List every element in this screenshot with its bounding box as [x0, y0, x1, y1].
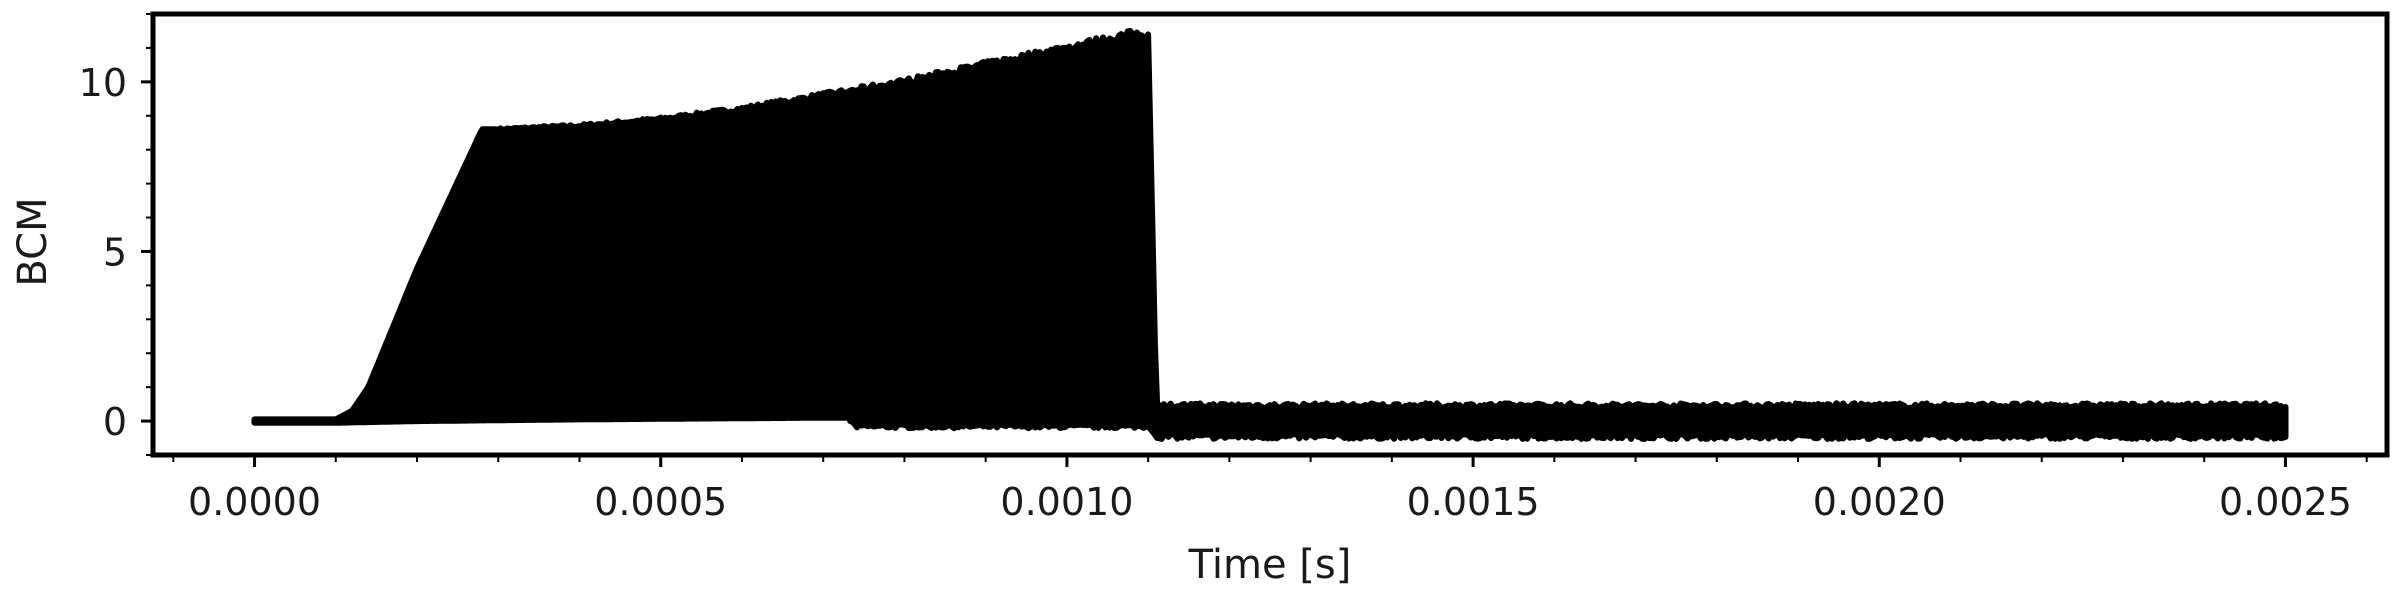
x-tick-label: 0.0000 [188, 480, 321, 524]
x-tick-label: 0.0020 [1813, 480, 1946, 524]
y-axis-label: BCM [10, 197, 56, 286]
x-tick-label: 0.0005 [594, 480, 727, 524]
signal-series-0 [251, 27, 2289, 442]
y-tick-label: 0 [103, 400, 127, 444]
plot-area [251, 27, 2289, 442]
axes: 0.0000 0.0005 0.0010 0.0015 0.0020 0.0025 0 5 10 [79, 11, 2390, 524]
x-axis-label: Time [s] [1188, 542, 1352, 588]
x-tick-label: 0.0010 [1000, 480, 1133, 524]
plot-frame [150, 11, 2390, 458]
y-tick-label: 10 [79, 61, 127, 105]
y-tick-label: 5 [103, 230, 127, 274]
x-tick-label: 0.0015 [1407, 480, 1540, 524]
x-tick-label: 0.0025 [2219, 480, 2352, 524]
